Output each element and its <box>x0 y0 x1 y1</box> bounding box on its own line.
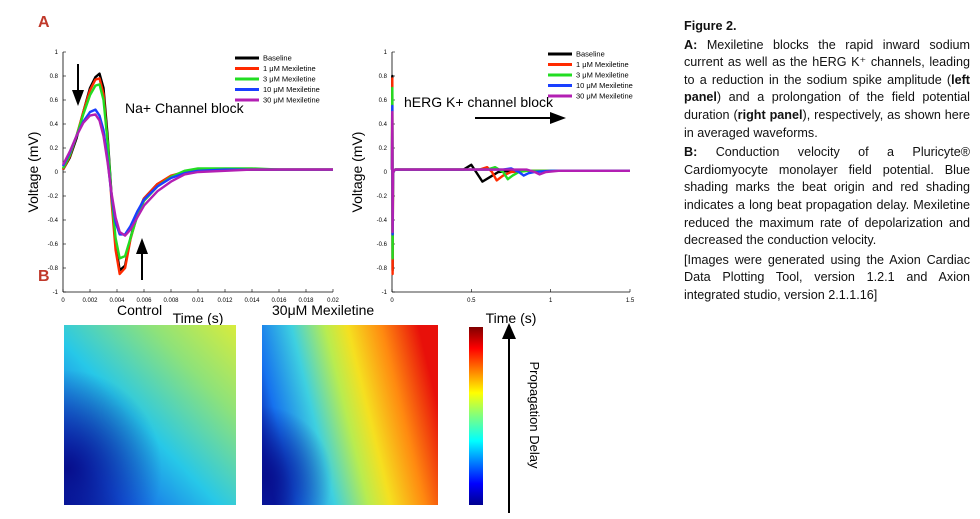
caption-note: [Images were generated using the Axion C… <box>684 252 970 302</box>
c2-legend-label-4: 30 μM Mexiletine <box>576 92 633 101</box>
c2-y-tick-label: 0.4 <box>379 122 388 128</box>
c2-y-tick-label: -0.6 <box>377 242 388 248</box>
c1-x-tick-label: 0.016 <box>271 298 287 304</box>
c1-y-tick-label: -0.6 <box>48 242 59 248</box>
caption-b-prefix: B: <box>684 145 698 160</box>
c1-legend-label-2: 3 μM Mexiletine <box>263 75 316 84</box>
herg-channel-chart: -1 -0.8 -0.6 -0.4 -0.2 0 0.2 0.4 0.6 0.8 1 0 0.5 1 1.5… <box>349 50 635 327</box>
caption-a-bold-1: left panel <box>684 72 970 105</box>
c2-legend-label-2: 3 μM Mexiletine <box>576 71 629 80</box>
c2-y-tick-label: -0.8 <box>377 266 388 272</box>
down-arrow-head <box>72 90 84 106</box>
c2-x-axis-label: Time (s) <box>486 310 537 326</box>
c1-legend-label-4: 30 μM Mexiletine <box>263 96 320 105</box>
c2-y-tick-label: -0.2 <box>377 194 388 200</box>
c1-x-tick-label: 0.002 <box>82 298 98 304</box>
c1-x-tick-label: 0.012 <box>217 298 233 304</box>
c1-y-tick-label: -0.8 <box>48 266 59 272</box>
c2-x-tick-label: 0 <box>390 298 394 304</box>
c1-x-tick-label: 0.006 <box>136 298 152 304</box>
c1-y-tick-label: -0.2 <box>48 194 59 200</box>
c2-legend-label-1: 1 μM Mexiletine <box>576 60 629 69</box>
na-channel-chart: -1 -0.8 -0.6 -0.4 -0.2 0 0.2 0.4 0.6 0.8 1 0 0.002 0.… <box>25 50 339 326</box>
c1-x-tick-label: 0.004 <box>109 298 125 304</box>
caption-a: A: Mexiletine blocks the rapid inward so… <box>684 37 970 143</box>
up-arrow-head <box>136 238 148 254</box>
c1-legend-label-3: 10 μM Mexiletine <box>263 85 320 94</box>
figure-caption: Figure 2. A: Mexiletine blocks the rapid… <box>684 18 970 307</box>
c1-series-4-line <box>61 113 333 237</box>
caption-b: B: Conduction velocity of a Pluricyte® C… <box>684 144 970 250</box>
c1-x-axis-label: Time (s) <box>173 310 224 326</box>
c2-legend-label-0: Baseline <box>576 50 605 59</box>
c2-annotation: hERG K+ channel block <box>404 94 554 110</box>
mexiletine-map-label: 30μM Mexiletine <box>272 302 375 318</box>
control-heatmap <box>64 325 236 505</box>
c1-y-tick-label: -0.4 <box>48 218 59 224</box>
c1-legend-label-1: 1 μM Mexiletine <box>263 64 316 73</box>
c1-y-tick-label: 1 <box>55 50 59 56</box>
caption-a-prefix: A: <box>684 37 698 52</box>
c2-x-tick-label: 0.5 <box>467 298 476 304</box>
c2-y-axis-label: Voltage (mV) <box>349 132 365 213</box>
c1-y-tick-label: 0.8 <box>50 74 59 80</box>
caption-a-text-3: ), respectively, as shown here in averag… <box>684 107 971 140</box>
c2-series-4-line <box>390 110 630 234</box>
c2-y-tick-label: -0.4 <box>377 218 388 224</box>
colorbar-gradient <box>469 327 483 505</box>
c1-annotation: Na+ Channel block <box>125 100 245 116</box>
c1-series-2-line <box>61 83 333 260</box>
c1-y-tick-label: 0.6 <box>50 98 59 104</box>
caption-b-text: Conduction velocity of a Pluricyte® Card… <box>684 145 971 248</box>
c2-y-tick-label: 0 <box>384 170 388 176</box>
panel-b-label: B <box>38 268 50 285</box>
caption-a-text-2: ) and a prolongation of the field potent… <box>684 90 970 122</box>
mexiletine-heatmap-origin <box>262 325 438 505</box>
c2-y-tick-label: 1 <box>384 50 388 56</box>
c1-x-tick-label: 0.018 <box>298 298 314 304</box>
c1-y-tick-label: 0.4 <box>50 122 59 128</box>
c2-y-tick-label: 0.2 <box>379 146 388 152</box>
c2-y-tick-label: 0.6 <box>379 98 388 104</box>
c1-y-axis-label: Voltage (mV) <box>25 132 41 213</box>
control-heatmap-origin <box>64 325 236 505</box>
c1-y-tick-label: 0 <box>55 170 59 176</box>
c1-y-tick-label: 0.2 <box>50 146 59 152</box>
caption-title: Figure 2. <box>684 19 737 33</box>
propagation-arrow-head <box>502 323 516 339</box>
c1-x-tick-label: 0 <box>61 298 65 304</box>
colorbar-label: Propagation Delay <box>527 362 542 469</box>
c2-x-tick-label: 1 <box>549 298 553 304</box>
caption-a-bold-2: right panel <box>737 107 803 122</box>
c2-legend-label-3: 10 μM Mexiletine <box>576 81 633 90</box>
c1-x-tick-label: 0.014 <box>244 298 260 304</box>
propagation-colorbar: Propagation Delay <box>469 323 542 513</box>
panel-a-label: A <box>38 14 50 31</box>
control-map-label: Control <box>117 302 163 318</box>
c1-x-tick-label: 0.008 <box>163 298 179 304</box>
c2-x-tick-label: 1.5 <box>626 298 635 304</box>
right-arrow-head <box>550 112 566 124</box>
c1-y-tick-label: -1 <box>53 290 59 296</box>
c1-x-tick-label: 0.01 <box>192 298 204 304</box>
c2-y-tick-label: 0.8 <box>379 74 388 80</box>
c1-x-tick-label: 0.02 <box>327 298 339 304</box>
caption-a-text-1: Mexiletine blocks the rapid inward sodiu… <box>684 37 970 87</box>
c1-legend-label-0: Baseline <box>263 54 292 63</box>
mexiletine-heatmap <box>262 325 438 505</box>
c2-y-tick-label: -1 <box>382 290 388 296</box>
